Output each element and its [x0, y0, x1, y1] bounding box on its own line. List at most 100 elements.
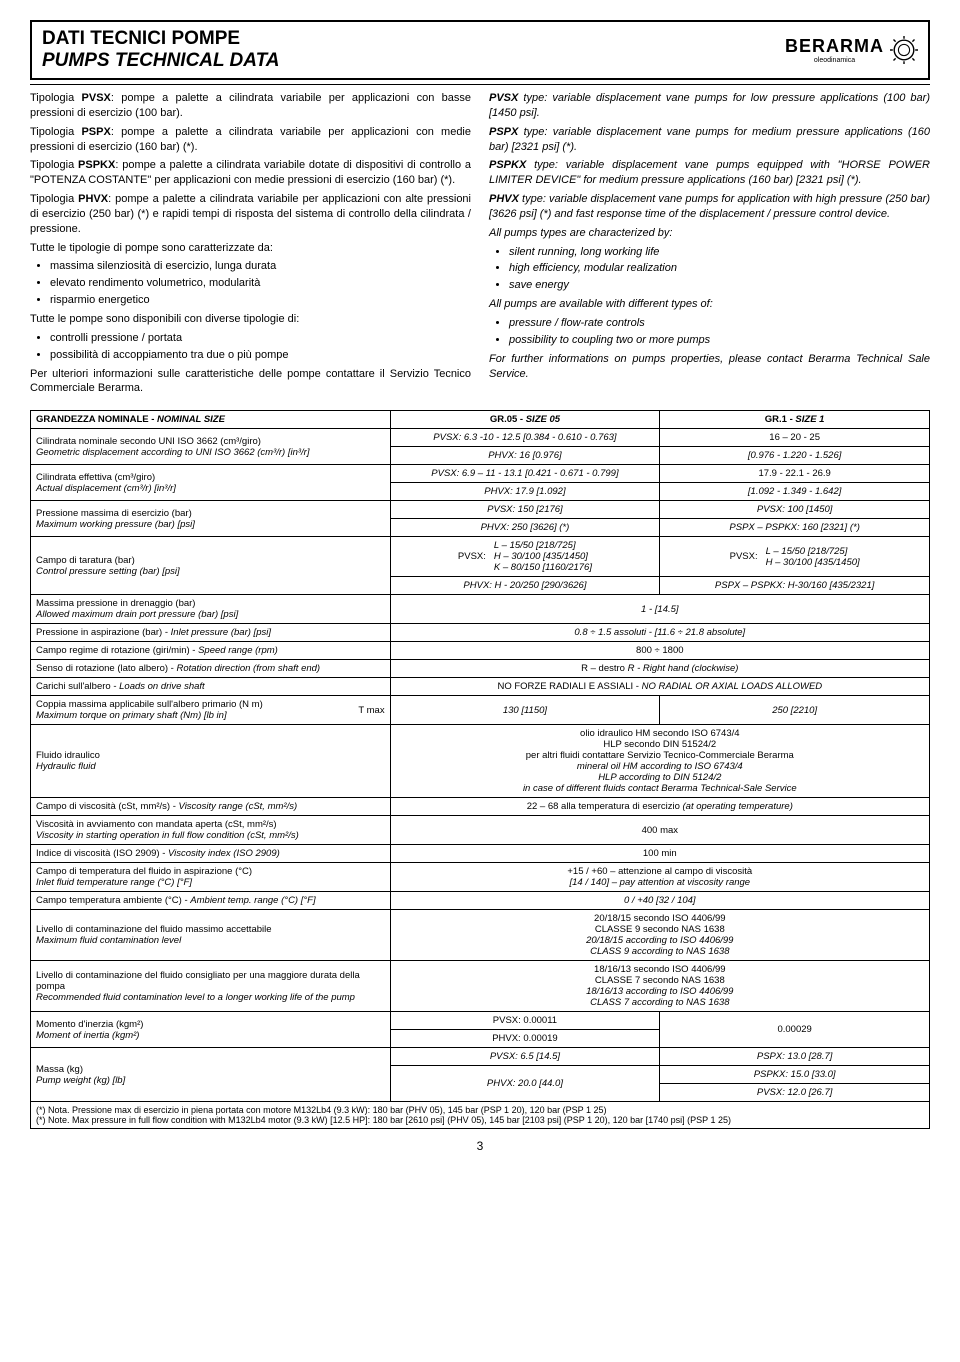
text: CLASSE 7 secondo NAS 1638	[595, 975, 725, 986]
text: H – 30/100 [435/1450]	[494, 551, 588, 562]
label-pvsx: PVSX	[82, 92, 111, 104]
table-row: Senso di rotazione (lato albero) - Rotat…	[31, 660, 930, 678]
table-row: Indice di viscosità (ISO 2909) - Viscosi…	[31, 845, 930, 863]
table-row: Massa (kg)Pump weight (kg) [lb] PVSX: 6.…	[31, 1048, 930, 1066]
cell: PHVX: 16 [0.976]	[390, 447, 660, 465]
logo-text: BERARMA	[785, 36, 884, 56]
cell-speed-range: Campo regime di rotazione (giri/min) - S…	[31, 642, 391, 660]
table-row: Cilindrata effettiva (cm³/giro)Actual di…	[31, 465, 930, 483]
cell-viscosity-range: Campo di viscosità (cSt, mm²/s) - Viscos…	[31, 798, 391, 816]
text: Moment of inertia (kgm²)	[36, 1030, 139, 1041]
footnote-it: (*) Nota. Pressione max di esercizio in …	[36, 1105, 606, 1115]
char-list-en: silent running, long working life high e…	[489, 245, 930, 294]
text: CLASSE 9 secondo NAS 1638	[595, 924, 725, 935]
footnote: (*) Nota. Pressione max di esercizio in …	[30, 1102, 930, 1129]
header-separator	[30, 84, 930, 85]
gear-icon	[890, 36, 918, 64]
cell: olio idraulico HM secondo ISO 6743/4 HLP…	[390, 725, 929, 798]
list-item: possibilità di accoppiamento tra due o p…	[50, 348, 471, 363]
list-item: controlli pressione / portata	[50, 331, 471, 346]
cell: PVSX: 12.0 [26.7]	[660, 1084, 930, 1102]
text: Hydraulic fluid	[36, 761, 96, 772]
table-row: Campo di temperatura del fluido in aspir…	[31, 863, 930, 892]
table-row: Cilindrata nominale secondo UNI ISO 3662…	[31, 429, 930, 447]
para-pspkx-it: Tipologia PSPKX: pompe a palette a cilin…	[30, 158, 471, 188]
text: Pressione in aspirazione (bar) -	[36, 627, 171, 638]
header-nominal-size: GRANDEZZA NOMINALE - NOMINAL SIZE	[31, 411, 391, 429]
text: Maximum working pressure (bar) [psi]	[36, 519, 195, 530]
table-row: Campo di taratura (bar)Control pressure …	[31, 537, 930, 577]
text: CLASS 9 according to NAS 1638	[590, 946, 729, 957]
cell: [0.976 - 1.220 - 1.526]	[660, 447, 930, 465]
text: type: variable displacement vane pumps f…	[489, 126, 930, 153]
text: H – 30/100 [435/1450]	[766, 557, 860, 568]
char-intro-it: Tutte le tipologie di pompe sono caratte…	[30, 241, 471, 256]
cell: [1.092 - 1.349 - 1.642]	[660, 483, 930, 501]
text: GRANDEZZA NOMINALE -	[36, 414, 157, 425]
table-row: Campo temperatura ambiente (°C) - Ambien…	[31, 892, 930, 910]
text: GR.05 -	[490, 414, 526, 425]
logo: BERARMA oleodinamica	[785, 36, 918, 64]
cell-drain-pressure: Massima pressione in drenaggio (bar)Allo…	[31, 595, 391, 624]
cell: PVSX: 150 [2176]	[390, 501, 660, 519]
cell: 100 min	[390, 845, 929, 863]
table-row: Campo regime di rotazione (giri/min) - S…	[31, 642, 930, 660]
cell-max-torque: Coppia massima applicabile sull'albero p…	[31, 696, 391, 725]
text: L – 15/50 [218/725]	[766, 546, 848, 557]
text: K – 80/150 [1160/2176]	[494, 562, 592, 573]
cell: PSPX – PSPKX: H-30/160 [435/2321]	[660, 577, 930, 595]
para-pspx-en: PSPX type: variable displacement vane pu…	[489, 125, 930, 155]
table-row: GRANDEZZA NOMINALE - NOMINAL SIZE GR.05 …	[31, 411, 930, 429]
cell-actual-disp: Cilindrata effettiva (cm³/giro)Actual di…	[31, 465, 391, 501]
avail-intro-en: All pumps are available with different t…	[489, 297, 930, 312]
text: NO RADIAL OR AXIAL LOADS ALLOWED	[642, 681, 823, 692]
text: +15 / +60 – attenzione al campo di visco…	[567, 866, 752, 877]
text: Viscosity range (cSt, mm²/s)	[179, 801, 298, 812]
cell: PVSX: 6.3 -10 - 12.5 [0.384 - 0.610 - 0.…	[390, 429, 660, 447]
cell-viscosity-index: Indice di viscosità (ISO 2909) - Viscosi…	[31, 845, 391, 863]
list-item: massima silenziosità di esercizio, lunga…	[50, 259, 471, 274]
header-title-it: DATI TECNICI POMPE	[42, 28, 280, 50]
text: Livello di contaminazione del fluido con…	[36, 970, 360, 992]
table-row: Viscosità in avviamento con mandata aper…	[31, 816, 930, 845]
text: Momento d'inerzia (kgm²)	[36, 1019, 143, 1030]
cell: 18/16/13 secondo ISO 4406/99 CLASSE 7 se…	[390, 961, 929, 1012]
text: GR.1 -	[765, 414, 796, 425]
text: Tipologia	[30, 92, 82, 104]
cell: PSPX: 13.0 [28.7]	[660, 1048, 930, 1066]
cell: PSPKX: 15.0 [33.0]	[660, 1066, 930, 1084]
cell-inertia: Momento d'inerzia (kgm²)Moment of inerti…	[31, 1012, 391, 1048]
header-size1: GR.1 - SIZE 1	[660, 411, 930, 429]
text: Geometric displacement according to UNI …	[36, 447, 309, 458]
cell: NO FORZE RADIALI E ASSIALI - NO RADIAL O…	[390, 678, 929, 696]
text: type: variable displacement vane pumps f…	[489, 92, 930, 119]
cell: 130 [1150]	[390, 696, 660, 725]
text: CLASS 7 according to NAS 1638	[590, 997, 729, 1008]
cell: 17.9 - 22.1 - 26.9	[660, 465, 930, 483]
cell: PHVX: 250 [3626] (*)	[390, 519, 660, 537]
cell-viscosity-start: Viscosità in avviamento con mandata aper…	[31, 816, 391, 845]
text: 22 – 68 alla temperatura di esercizio	[527, 801, 683, 812]
text: mineral oil HM according to ISO 6743/4	[577, 761, 743, 772]
page-number: 3	[30, 1139, 930, 1153]
text: Maximum fluid contamination level	[36, 935, 181, 946]
text: SIZE 05	[526, 414, 560, 425]
text: HLP according to DIN 5124/2	[598, 772, 721, 783]
contact-en: For further informations on pumps proper…	[489, 352, 930, 382]
text: R – destro	[581, 663, 627, 674]
text: 18/16/13 secondo ISO 4406/99	[594, 964, 726, 975]
avail-list-en: pressure / flow-rate controls possibilit…	[489, 316, 930, 348]
text: PVSX:	[730, 551, 758, 562]
label-pspkx: PSPKX	[489, 159, 526, 171]
cell: PVSX: L – 15/50 [218/725] H – 30/100 [43…	[660, 537, 930, 577]
footnote-en: (*) Note. Max pressure in full flow cond…	[36, 1115, 731, 1125]
contact-it: Per ulteriori informazioni sulle caratte…	[30, 367, 471, 397]
header-title-en: PUMPS TECHNICAL DATA	[42, 50, 280, 72]
cell-rotation: Senso di rotazione (lato albero) - Rotat…	[31, 660, 391, 678]
char-intro-en: All pumps types are characterized by:	[489, 226, 930, 241]
cell: 0.00029	[660, 1012, 930, 1048]
cell: +15 / +60 – attenzione al campo di visco…	[390, 863, 929, 892]
char-list-it: massima silenziosità di esercizio, lunga…	[30, 259, 471, 308]
text: Viscosity index (ISO 2909)	[168, 848, 280, 859]
cell: 1 - [14.5]	[390, 595, 929, 624]
